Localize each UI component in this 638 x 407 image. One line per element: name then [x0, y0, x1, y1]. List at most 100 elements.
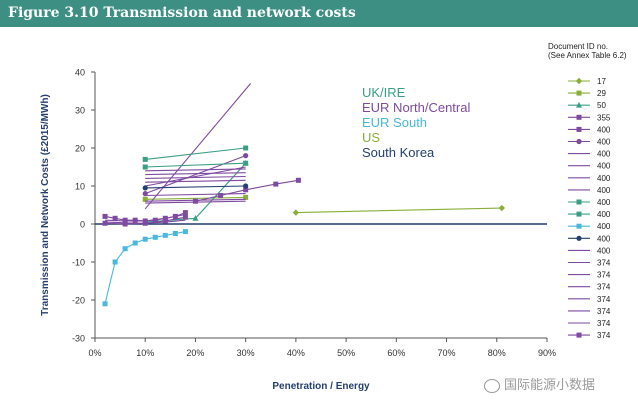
- y-tick-label: -20: [72, 296, 85, 306]
- data-point: [295, 177, 301, 183]
- data-point: [152, 217, 158, 223]
- data-point: [576, 199, 582, 205]
- series-line: [145, 168, 246, 172]
- y-tick-label: 40: [75, 68, 85, 78]
- data-point: [142, 220, 148, 226]
- data-point: [122, 221, 128, 227]
- data-point: [576, 138, 582, 145]
- data-point: [218, 193, 224, 198]
- data-point: [132, 217, 138, 223]
- x-tick-label: 50%: [337, 348, 355, 358]
- data-point: [576, 102, 582, 108]
- document-legend-title-line1: Document ID no.: [548, 42, 609, 51]
- series-line: [145, 175, 246, 179]
- data-point: [132, 240, 138, 246]
- data-point: [192, 215, 199, 221]
- legend-entry: 400: [597, 162, 611, 171]
- legend-entry: 400: [597, 246, 611, 255]
- x-axis-label: Penetration / Energy: [272, 381, 370, 392]
- x-tick-label: 0%: [88, 348, 101, 358]
- region-label: EUR South: [362, 115, 427, 130]
- legend-entry: 355: [597, 113, 611, 122]
- data-point: [162, 232, 168, 238]
- data-point: [142, 236, 148, 242]
- data-point: [292, 209, 300, 216]
- series-line: [145, 162, 246, 168]
- region-label: South Korea: [362, 145, 435, 160]
- data-point: [243, 145, 249, 151]
- data-point: [172, 231, 178, 236]
- watermark-text: 国际能源小数据: [504, 378, 596, 393]
- figure-header: Figure 3.10 Transmission and network cos…: [0, 0, 638, 27]
- legend-entry: 374: [597, 283, 611, 292]
- series-line: [145, 200, 246, 204]
- document-legend-title-line2: (See Annex Table 6.2): [548, 51, 627, 60]
- x-tick-label: 80%: [488, 348, 506, 358]
- data-point: [182, 210, 188, 216]
- data-point: [122, 246, 128, 252]
- data-point: [152, 234, 158, 240]
- data-point: [142, 191, 148, 197]
- region-label: EUR North/Central: [362, 100, 470, 115]
- wechat-icon: [484, 378, 500, 393]
- legend-entry: 50: [597, 101, 606, 110]
- series-line: [144, 83, 252, 210]
- legend-entry: 374: [597, 331, 611, 340]
- series-line: [145, 185, 246, 189]
- series-line: [145, 162, 247, 223]
- figure-title: Figure 3.10 Transmission and network cos…: [8, 5, 356, 21]
- y-tick-label: 30: [75, 106, 85, 116]
- data-point: [142, 164, 148, 170]
- x-tick-label: 90%: [538, 348, 556, 358]
- data-point: [243, 194, 249, 200]
- legend-entry: 400: [597, 125, 611, 134]
- x-tick-label: 60%: [387, 348, 405, 358]
- series-line: [104, 231, 186, 304]
- legend-entry: 374: [597, 307, 611, 316]
- data-point: [142, 156, 148, 162]
- data-point: [182, 229, 188, 235]
- data-point: [162, 218, 168, 224]
- data-point: [243, 160, 249, 166]
- watermark: 国际能源小数据: [484, 374, 595, 393]
- series-line: [295, 207, 502, 214]
- data-point: [576, 126, 582, 132]
- legend-entry: 400: [597, 186, 611, 195]
- data-point: [142, 196, 148, 202]
- data-point: [182, 214, 188, 220]
- y-tick-label: -30: [72, 334, 85, 344]
- series-line: [145, 196, 246, 200]
- data-point: [243, 187, 249, 193]
- data-point: [576, 211, 582, 217]
- legend-entry: 400: [597, 234, 611, 243]
- legend-entry: 400: [597, 210, 611, 219]
- data-point: [576, 90, 582, 96]
- legend-entry: 400: [597, 222, 611, 231]
- data-point: [575, 77, 583, 85]
- data-point: [142, 185, 148, 191]
- legend-entry: 374: [597, 295, 611, 304]
- legend-entry: 374: [597, 319, 611, 328]
- data-point: [112, 259, 118, 265]
- legend-entry: 374: [597, 271, 611, 280]
- data-point: [576, 332, 582, 338]
- legend-entry: 400: [597, 174, 611, 183]
- document-legend-title: Document ID no. (See Annex Table 6.2): [548, 42, 627, 60]
- data-point: [102, 301, 108, 307]
- series-line: [145, 198, 246, 202]
- legend-entry: 400: [597, 150, 611, 159]
- series-line: [145, 166, 246, 187]
- data-point: [243, 153, 249, 159]
- series-line: [145, 147, 246, 160]
- series-line: [145, 172, 246, 176]
- data-point: [576, 223, 582, 229]
- data-point: [273, 181, 279, 187]
- data-point: [576, 114, 582, 120]
- x-tick-label: 70%: [438, 348, 456, 358]
- data-point: [102, 213, 108, 219]
- data-point: [122, 217, 128, 223]
- legend-entry: 17: [597, 77, 606, 86]
- series-line: [145, 179, 246, 183]
- legend-entry: 374: [597, 259, 611, 268]
